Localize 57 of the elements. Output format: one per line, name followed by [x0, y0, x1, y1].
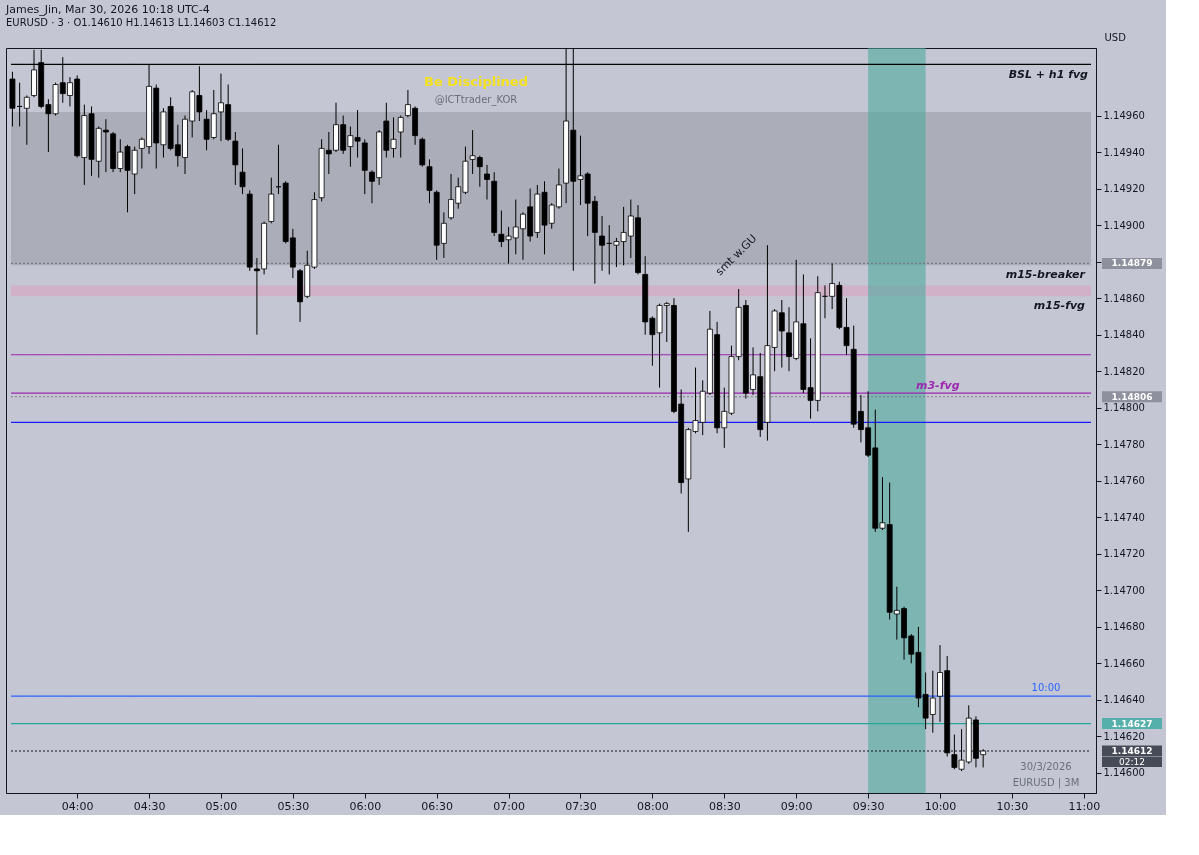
y-tick-label: 1.14900	[1103, 219, 1145, 231]
x-tick-label: 11:00	[1068, 799, 1101, 813]
x-tick-label: 08:30	[708, 799, 741, 813]
annotation: EURUSD | 3M	[1012, 777, 1080, 789]
candlestick	[426, 158, 433, 204]
ref-line-label: 1.14879	[1111, 258, 1153, 269]
y-tick-label: 1.14680	[1103, 621, 1145, 633]
y-tick-label: 1.14700	[1103, 584, 1145, 596]
y-tick-label: 1.14640	[1103, 694, 1145, 706]
annotation: @ICTtrader_KOR	[434, 94, 518, 106]
y-tick-label: 1.14860	[1103, 292, 1145, 304]
x-tick-label: 06:30	[421, 799, 454, 813]
candlestick	[232, 131, 239, 186]
x-tick-label: 04:00	[61, 799, 94, 813]
y-tick-label: 1.14660	[1103, 657, 1145, 669]
annotation: m3-fvg	[916, 379, 960, 392]
y-tick-label: 1.14940	[1103, 146, 1145, 158]
ref-line-label: 1.14612	[1111, 746, 1153, 756]
candlestick	[23, 94, 30, 146]
x-tick-label: 05:30	[277, 799, 310, 813]
x-tick-label: 09:00	[780, 799, 813, 813]
y-axis-title: USD	[1104, 31, 1127, 43]
x-tick-label: 09:30	[852, 799, 885, 813]
y-tick-label: 1.14920	[1103, 183, 1145, 195]
band-label: m15-fvg	[1033, 299, 1086, 313]
x-tick-label: 10:30	[996, 799, 1029, 813]
y-tick-label: 1.14820	[1103, 365, 1145, 377]
ref-line-label: 1.14627	[1111, 718, 1153, 729]
y-tick-label: 1.14840	[1103, 329, 1145, 341]
candlestick	[484, 164, 490, 201]
x-tick-label: 06:00	[349, 799, 382, 813]
y-tick-label: 1.14780	[1103, 438, 1145, 450]
candlestick	[397, 115, 404, 159]
x-tick-label: 10:00	[924, 799, 957, 813]
y-tick-label: 1.14800	[1103, 402, 1145, 414]
x-tick-label: 05:00	[205, 799, 238, 813]
annotation: 30/3/2026	[1020, 761, 1072, 772]
y-tick-label: 1.14740	[1103, 511, 1145, 523]
ref-line-label: 1.14806	[1111, 391, 1153, 402]
y-tick-label: 1.14760	[1103, 475, 1145, 487]
chart-subtitle: EURUSD · 3 · O1.14610 H1.14613 L1.14603 C1.14612	[6, 17, 277, 28]
x-tick-label: 08:00	[637, 799, 669, 813]
annotation: Be Disciplined	[424, 74, 528, 89]
text: 02:12	[1119, 757, 1145, 767]
x-tick-label: 04:30	[133, 799, 166, 813]
y-tick-label: 1.14600	[1103, 767, 1145, 779]
x-tick-label: 07:30	[565, 799, 597, 813]
y-tick-label: 1.14620	[1103, 730, 1145, 742]
x-tick-label: 07:00	[493, 799, 525, 813]
annotation: 10:00	[1031, 682, 1061, 693]
annotation: BSL + h1 fvg	[1008, 68, 1089, 81]
band-label: m15-breaker	[1005, 268, 1086, 282]
candlestick	[599, 215, 605, 272]
chart-title: James_Jin, Mar 30, 2026 10:18 UTC-4	[5, 3, 210, 16]
y-tick-label: 1.14720	[1103, 548, 1145, 560]
y-tick-label: 1.14960	[1103, 110, 1145, 122]
candlestick	[239, 147, 246, 195]
